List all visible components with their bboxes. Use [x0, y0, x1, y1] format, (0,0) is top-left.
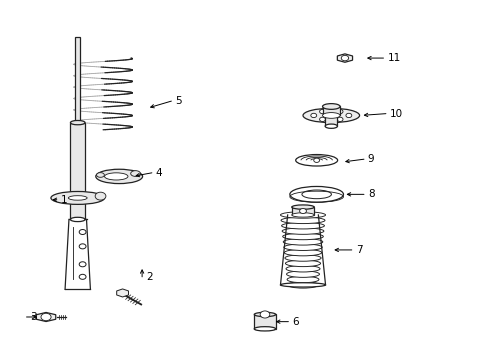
Ellipse shape [322, 104, 339, 109]
Ellipse shape [95, 192, 106, 200]
Ellipse shape [104, 173, 128, 180]
Ellipse shape [280, 212, 325, 218]
Text: 10: 10 [389, 109, 402, 119]
Polygon shape [36, 312, 56, 321]
Circle shape [79, 229, 86, 234]
Bar [254, 315, 275, 329]
Circle shape [345, 113, 351, 118]
Ellipse shape [280, 283, 325, 287]
Polygon shape [117, 289, 128, 297]
Text: 8: 8 [367, 189, 374, 199]
Ellipse shape [281, 217, 325, 224]
Polygon shape [337, 54, 352, 62]
Ellipse shape [282, 228, 323, 234]
Circle shape [319, 117, 325, 122]
Circle shape [319, 109, 325, 114]
Ellipse shape [287, 282, 318, 288]
Ellipse shape [295, 154, 337, 166]
Ellipse shape [283, 239, 322, 245]
Text: 1: 1 [61, 195, 67, 205]
Ellipse shape [51, 192, 104, 204]
Circle shape [299, 208, 306, 213]
Text: 6: 6 [292, 317, 298, 327]
Circle shape [336, 117, 342, 122]
Bar [70, 123, 85, 220]
Text: 3: 3 [30, 312, 37, 322]
Ellipse shape [285, 255, 321, 261]
Ellipse shape [281, 222, 324, 229]
Ellipse shape [325, 124, 337, 129]
Ellipse shape [284, 249, 321, 256]
Text: 11: 11 [386, 53, 400, 63]
Circle shape [260, 311, 269, 318]
Circle shape [79, 274, 86, 279]
Circle shape [79, 262, 86, 267]
Circle shape [341, 55, 348, 61]
Ellipse shape [285, 260, 320, 267]
Ellipse shape [70, 121, 85, 125]
Circle shape [336, 109, 342, 114]
Ellipse shape [286, 276, 318, 283]
Bar [75, 37, 80, 123]
Ellipse shape [96, 169, 142, 184]
Ellipse shape [254, 327, 275, 331]
Circle shape [79, 244, 86, 249]
Ellipse shape [130, 171, 140, 176]
Ellipse shape [68, 196, 87, 200]
Ellipse shape [303, 108, 359, 123]
Bar [325, 116, 337, 126]
Text: 9: 9 [367, 154, 374, 164]
Text: 5: 5 [175, 96, 182, 106]
Ellipse shape [70, 217, 85, 222]
Ellipse shape [282, 233, 323, 240]
Circle shape [310, 113, 316, 118]
Ellipse shape [285, 266, 319, 272]
Ellipse shape [286, 271, 319, 277]
Ellipse shape [301, 190, 331, 199]
Text: 7: 7 [355, 245, 362, 255]
Circle shape [41, 313, 51, 321]
Ellipse shape [289, 186, 343, 202]
Text: 4: 4 [156, 168, 162, 178]
Circle shape [313, 158, 319, 162]
Ellipse shape [291, 205, 314, 209]
Text: 2: 2 [146, 272, 152, 282]
Ellipse shape [96, 173, 104, 177]
Ellipse shape [291, 213, 314, 217]
Ellipse shape [283, 244, 322, 251]
Bar [322, 107, 339, 116]
Ellipse shape [254, 312, 275, 317]
Bar [291, 207, 314, 215]
Ellipse shape [322, 113, 339, 118]
